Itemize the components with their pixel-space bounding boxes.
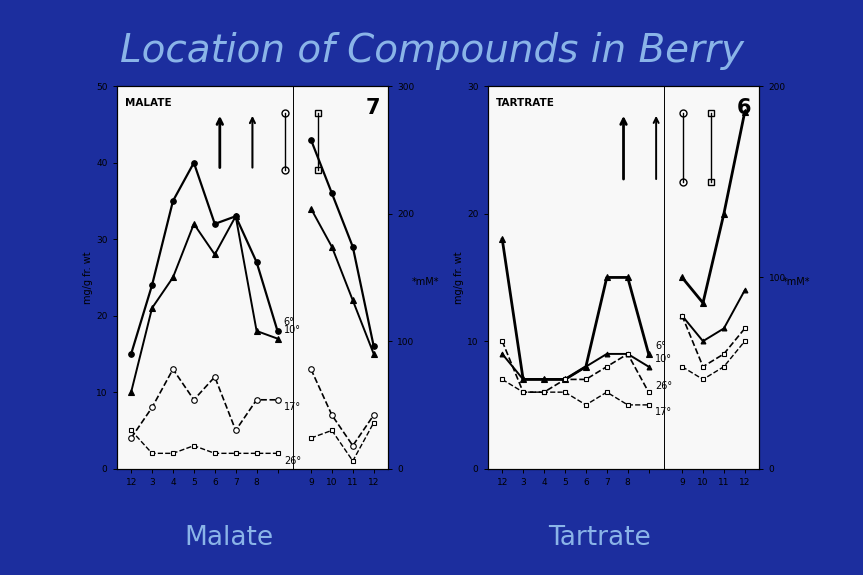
Y-axis label: mg/g fr. wt: mg/g fr. wt [454, 251, 464, 304]
Y-axis label: *mM*: *mM* [783, 277, 810, 288]
Text: 10°: 10° [655, 354, 672, 364]
Text: Tartrate: Tartrate [548, 524, 652, 551]
Y-axis label: mg/g fr. wt: mg/g fr. wt [83, 251, 93, 304]
Text: 26°: 26° [284, 455, 301, 466]
Text: 10°: 10° [284, 325, 301, 335]
Text: 6: 6 [737, 98, 752, 118]
Text: MALATE: MALATE [124, 98, 171, 108]
Text: 17°: 17° [655, 408, 672, 417]
Y-axis label: *mM*: *mM* [412, 277, 439, 288]
Text: Location of Compounds in Berry: Location of Compounds in Berry [119, 32, 744, 70]
Text: Malate: Malate [184, 524, 274, 551]
Text: 26°: 26° [655, 381, 672, 391]
Text: 6°: 6° [284, 317, 294, 327]
Text: 6°: 6° [655, 342, 665, 351]
Text: 7: 7 [366, 98, 381, 118]
Text: 17°: 17° [284, 402, 301, 412]
Text: TARTRATE: TARTRATE [495, 98, 555, 108]
